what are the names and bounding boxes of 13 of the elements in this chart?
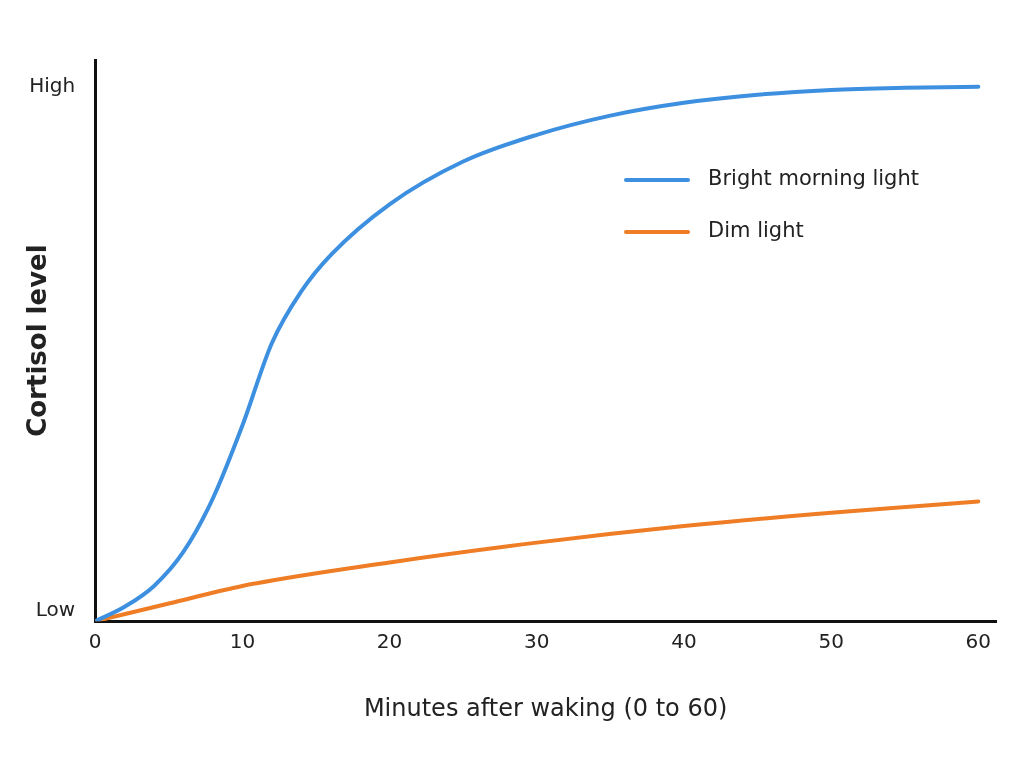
text: Low xyxy=(35,597,76,622)
x-tick-label: 40 xyxy=(671,629,697,654)
y-axis-title: Cortisol level xyxy=(22,244,53,437)
x-tick-label: 10 xyxy=(229,629,256,654)
x-tick-label: 20 xyxy=(376,629,403,654)
x-axis-title: Minutes after waking (0 to 60) xyxy=(363,693,728,722)
text: High xyxy=(29,72,76,97)
legend-label: Dim light xyxy=(708,218,804,243)
legend-label: Bright morning light xyxy=(708,166,919,191)
x-tick-label: 0 xyxy=(88,629,102,654)
x-tick-label: 30 xyxy=(524,629,550,654)
x-tick-label: 50 xyxy=(818,629,844,654)
x-tick-label: 60 xyxy=(965,629,992,654)
